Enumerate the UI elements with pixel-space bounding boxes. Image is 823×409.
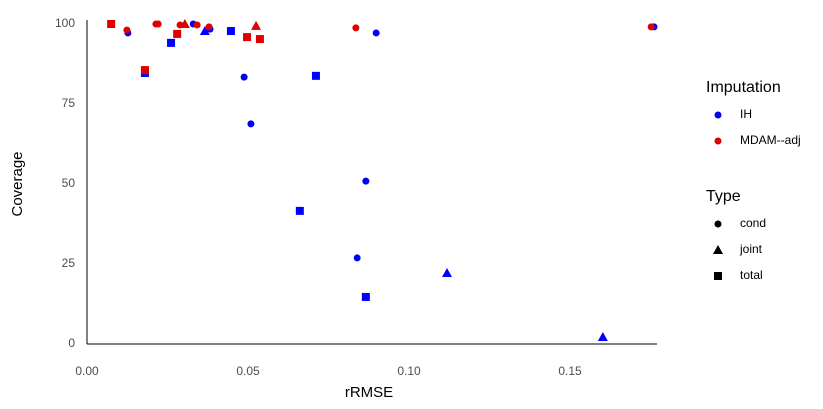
point	[193, 21, 201, 29]
y-tick-label: 100	[55, 16, 75, 30]
point	[167, 38, 176, 47]
y-tick-label: 50	[62, 176, 76, 190]
legend-label: cond	[740, 216, 766, 230]
point	[441, 267, 452, 277]
point	[362, 177, 370, 185]
legend-key	[713, 245, 723, 254]
point	[247, 120, 255, 128]
point	[295, 206, 304, 215]
point	[226, 27, 235, 36]
point	[179, 19, 190, 28]
point	[140, 66, 149, 75]
legend-key	[714, 111, 722, 119]
legend-key	[714, 220, 722, 228]
y-axis-title: Coverage	[9, 151, 26, 216]
x-tick-label: 0.00	[75, 364, 99, 378]
x-tick-label: 0.10	[397, 364, 421, 378]
legend-label: IH	[740, 107, 752, 121]
y-tick-label: 0	[68, 336, 75, 350]
legend-key	[714, 272, 722, 280]
legend-label: total	[740, 268, 763, 282]
legend-title: Imputation	[706, 79, 781, 96]
legend-label: joint	[739, 242, 763, 256]
point	[647, 23, 655, 31]
point	[361, 292, 370, 301]
point	[597, 331, 608, 341]
point	[205, 23, 213, 31]
point	[255, 35, 264, 44]
legend-label: MDAM--adj	[740, 133, 801, 147]
point	[123, 26, 131, 34]
x-tick-label: 0.15	[558, 364, 582, 378]
point	[311, 71, 320, 80]
point	[154, 20, 162, 28]
x-tick-label: 0.05	[236, 364, 260, 378]
point	[240, 73, 248, 81]
point	[353, 254, 361, 262]
point	[372, 29, 380, 37]
y-tick-label: 75	[62, 96, 76, 110]
point	[199, 26, 210, 36]
legend-key	[714, 137, 722, 145]
point	[352, 24, 360, 32]
point	[243, 33, 252, 42]
point	[173, 29, 182, 38]
y-tick-label: 25	[62, 256, 76, 270]
x-axis-title: rRMSE	[345, 384, 393, 401]
legend-title: Type	[706, 188, 741, 205]
point	[107, 20, 116, 28]
point	[251, 20, 262, 30]
